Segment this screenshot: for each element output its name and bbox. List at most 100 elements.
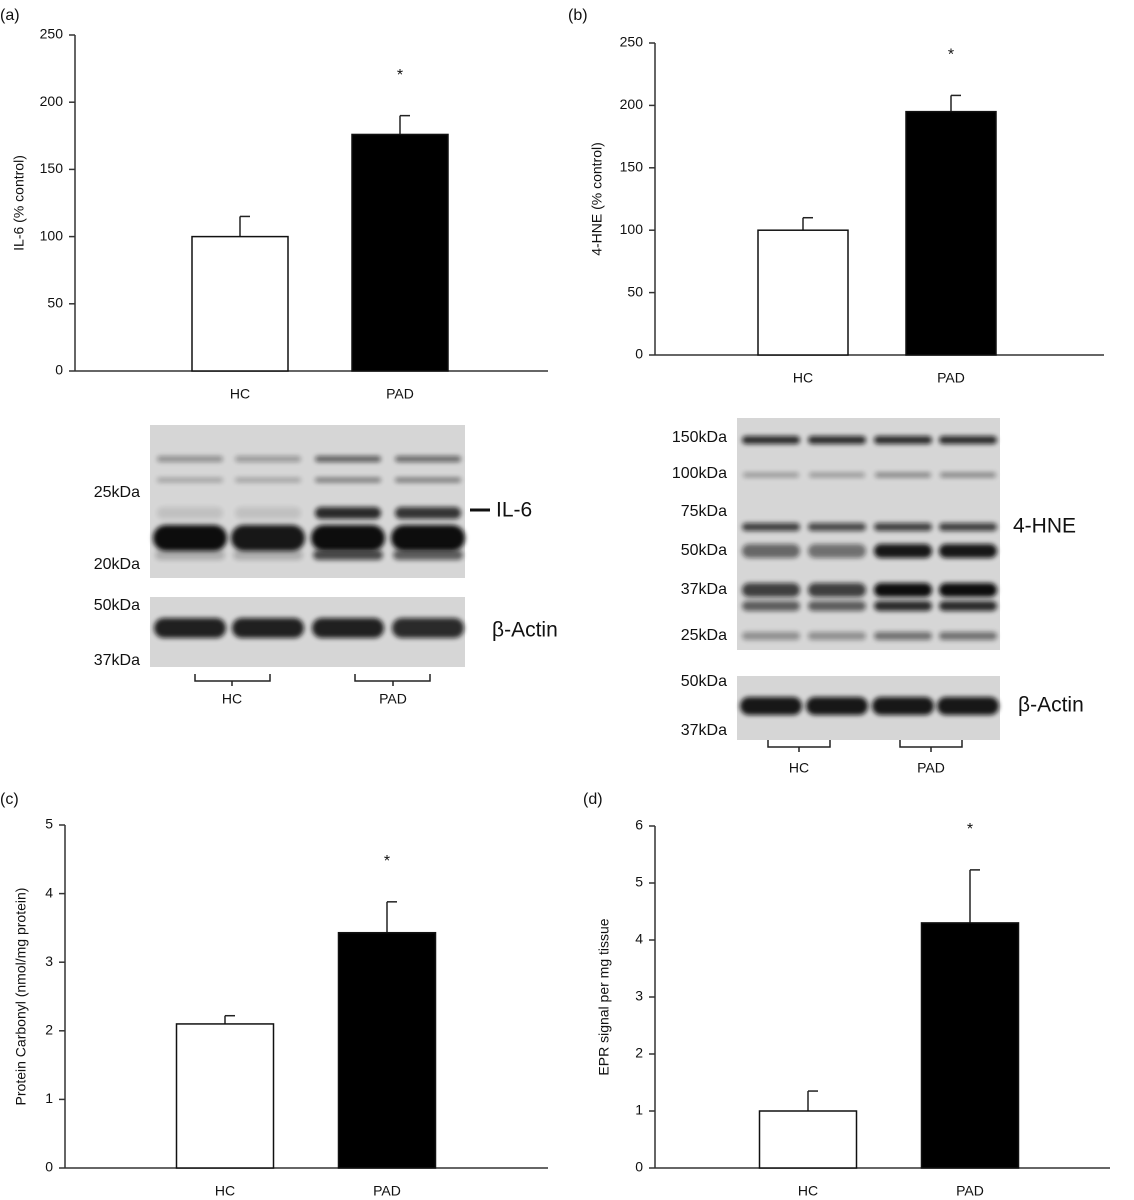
- panel-label: (d): [583, 791, 603, 808]
- blot-band: [153, 525, 227, 551]
- panel-label: (b): [568, 7, 588, 24]
- y-tick-label: 3: [635, 988, 643, 1004]
- marker-label: 50kDa: [681, 542, 727, 559]
- bar: [175, 1023, 275, 1169]
- bracket: [899, 740, 963, 752]
- blot-band: [808, 601, 866, 611]
- x-tick-label: HC: [798, 1183, 818, 1199]
- blot-band: [808, 544, 866, 558]
- x-tick-label: PAD: [386, 386, 414, 402]
- blot-band: [742, 601, 800, 611]
- significance-label: *: [384, 853, 390, 870]
- y-tick-label: 2: [45, 1022, 53, 1038]
- blot-band: [808, 436, 866, 444]
- y-tick-label: 0: [635, 1159, 643, 1175]
- blot-band: [874, 632, 932, 640]
- marker-label: 37kDa: [94, 652, 140, 669]
- y-axis-label: IL-6 (% control): [11, 155, 27, 251]
- y-tick-label: 250: [620, 34, 644, 50]
- bar: [905, 110, 997, 356]
- blot-band: [157, 507, 223, 519]
- x-tick-label: HC: [793, 370, 813, 386]
- marker-label: 25kDa: [94, 484, 140, 501]
- group-label: HC: [222, 691, 242, 707]
- y-axis-label: Protein Carbonyl (nmol/mg protein): [13, 888, 29, 1106]
- blot-band: [231, 525, 305, 551]
- group-label: PAD: [379, 691, 407, 707]
- marker-label: 37kDa: [681, 722, 727, 739]
- blot-band: [311, 525, 385, 551]
- blots: 25kDa 20kDa IL-6 50kDa 37kDa β-Actin HC …: [94, 418, 1084, 776]
- blot-band: [740, 697, 802, 715]
- bracket: [767, 740, 831, 752]
- blot-band: [874, 583, 932, 597]
- blot-band: [315, 456, 381, 462]
- blot-band: [315, 507, 381, 519]
- y-tick-label: 5: [635, 874, 643, 890]
- x-tick-label: HC: [230, 386, 250, 402]
- blot-band: [939, 583, 997, 597]
- control-label: β-Actin: [1018, 694, 1084, 717]
- marker-label: 100kDa: [672, 465, 727, 482]
- blot-band: [395, 507, 461, 519]
- y-tick-label: 50: [627, 283, 643, 299]
- y-tick-label: 4: [45, 884, 53, 900]
- y-tick-label: 150: [620, 159, 644, 175]
- blot-band: [874, 601, 932, 611]
- panel-label: (c): [0, 791, 19, 808]
- blot-band: [235, 507, 301, 519]
- y-tick-label: 200: [40, 93, 64, 109]
- significance-label: *: [397, 67, 403, 84]
- x-tick-label: PAD: [956, 1183, 984, 1199]
- blot-band: [808, 632, 866, 640]
- control-label: β-Actin: [492, 619, 558, 642]
- blot-band: [939, 544, 997, 558]
- y-tick-label: 0: [45, 1159, 53, 1175]
- blot-band: [233, 550, 303, 560]
- blot-background: [737, 418, 1000, 650]
- blot-band: [232, 618, 304, 638]
- x-tick-label: PAD: [373, 1183, 401, 1199]
- group-label: HC: [789, 760, 809, 776]
- blot-band: [315, 477, 381, 483]
- y-tick-label: 0: [635, 346, 643, 362]
- y-tick-label: 0: [55, 362, 63, 378]
- marker-label: 50kDa: [681, 673, 727, 690]
- y-tick-label: 3: [45, 953, 53, 969]
- blot-band: [742, 523, 800, 531]
- marker-label: 50kDa: [94, 597, 140, 614]
- y-tick-label: 250: [40, 26, 64, 42]
- target-label: IL-6: [496, 499, 532, 522]
- blot-band: [155, 550, 225, 560]
- marker-label: 37kDa: [681, 581, 727, 598]
- blot-band: [393, 550, 463, 560]
- y-tick-label: 200: [620, 96, 644, 112]
- marker-label: 150kDa: [672, 429, 727, 446]
- group-label: PAD: [917, 760, 945, 776]
- blot-band: [743, 472, 799, 478]
- marker-label: 25kDa: [681, 627, 727, 644]
- blot-band: [874, 544, 932, 558]
- y-tick-label: 1: [45, 1090, 53, 1106]
- bracket: [194, 674, 271, 686]
- blot-band: [939, 436, 997, 444]
- blot-band: [808, 523, 866, 531]
- blot-band: [392, 618, 464, 638]
- bar: [337, 931, 437, 1169]
- bar: [351, 133, 449, 372]
- target-label: 4-HNE: [1013, 515, 1076, 538]
- blot-band: [313, 550, 383, 560]
- marker-label: 20kDa: [94, 556, 140, 573]
- blot-band: [235, 477, 301, 483]
- bar: [920, 922, 1020, 1169]
- blot-band: [872, 697, 934, 715]
- blot-band: [742, 632, 800, 640]
- blot-band: [939, 632, 997, 640]
- blot-band: [235, 456, 301, 462]
- bar: [758, 1110, 858, 1169]
- y-tick-label: 100: [40, 227, 64, 243]
- panel-label: (a): [0, 7, 20, 24]
- blot-band: [154, 618, 226, 638]
- x-tick-label: HC: [215, 1183, 235, 1199]
- y-tick-label: 150: [40, 160, 64, 176]
